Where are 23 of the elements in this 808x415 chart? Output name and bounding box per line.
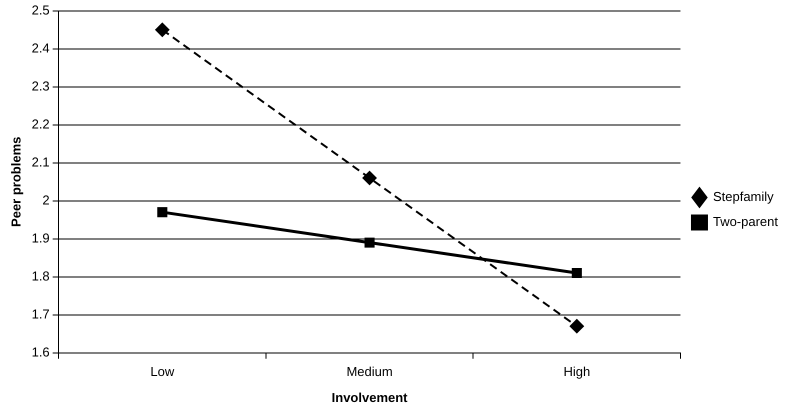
y-tick-label: 1.9 (32, 230, 50, 246)
x-tick-label: High (563, 364, 590, 380)
point (362, 171, 377, 185)
y-tick-label: 2.2 (32, 116, 50, 132)
y-tick-label: 2.5 (32, 2, 50, 18)
x-tick-label: Medium (346, 364, 393, 380)
point (570, 319, 584, 334)
point (157, 207, 168, 218)
y-axis-title: Peer problems (8, 136, 24, 227)
y-tick-label: 2.1 (32, 154, 50, 170)
y-tick-label: 1.6 (32, 344, 50, 360)
y-tick-label: 2 (42, 192, 50, 208)
y-tick-label: 2.3 (32, 78, 50, 94)
x-axis-title: Involvement (332, 390, 408, 405)
y-tick-label: 1.7 (32, 306, 50, 322)
point (155, 22, 170, 37)
point (572, 268, 582, 278)
legend-label: Stepfamily (712, 189, 774, 204)
y-tick-label: 1.8 (32, 268, 50, 284)
y-tick-label: 2.4 (32, 40, 50, 56)
point (364, 238, 375, 248)
x-tick-label: Low (150, 364, 175, 380)
legend-label: Two-parent (712, 214, 778, 230)
